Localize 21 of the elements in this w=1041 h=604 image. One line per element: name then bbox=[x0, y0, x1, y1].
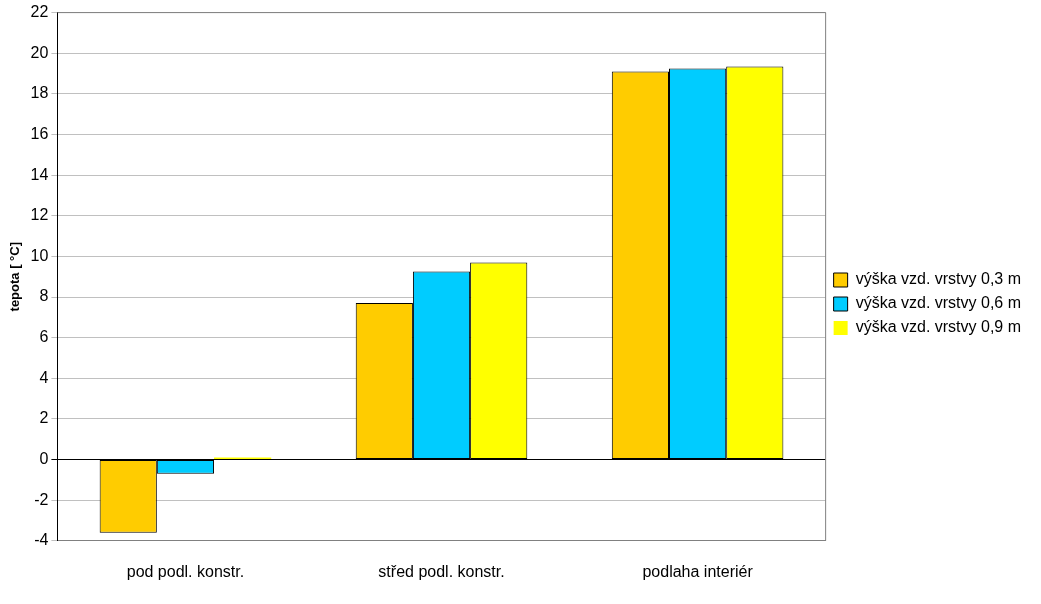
y-tick-label: 12 bbox=[30, 206, 49, 224]
legend-label: výška vzd. vrstvy 0,3 m bbox=[855, 270, 1022, 288]
legend-label: výška vzd. vrstvy 0,9 m bbox=[855, 318, 1022, 336]
x-tick-label: pod podl. konstr. bbox=[126, 562, 245, 580]
y-tick-label: 22 bbox=[30, 3, 49, 21]
x-tick-label: střed podl. konstr. bbox=[378, 562, 505, 580]
y-tick-label: 20 bbox=[30, 43, 49, 61]
y-tick-label: 10 bbox=[30, 246, 49, 264]
y-tick-label: 16 bbox=[30, 124, 49, 142]
y-axis-title: tepota [ °C] bbox=[7, 241, 23, 312]
y-tick-label: 8 bbox=[39, 287, 49, 305]
y-tick-label: -4 bbox=[34, 531, 49, 549]
y-tick-label: 14 bbox=[30, 165, 49, 183]
y-tick-label: 2 bbox=[39, 409, 49, 427]
legend-label: výška vzd. vrstvy 0,6 m bbox=[855, 294, 1022, 312]
x-tick-label: podlaha interiér bbox=[642, 562, 754, 580]
y-tick-label: 0 bbox=[39, 449, 49, 467]
y-tick-label: 4 bbox=[39, 368, 49, 386]
y-tick-label: -2 bbox=[34, 490, 49, 508]
y-tick-label: 6 bbox=[39, 328, 49, 346]
y-tick-label: 18 bbox=[30, 84, 49, 102]
